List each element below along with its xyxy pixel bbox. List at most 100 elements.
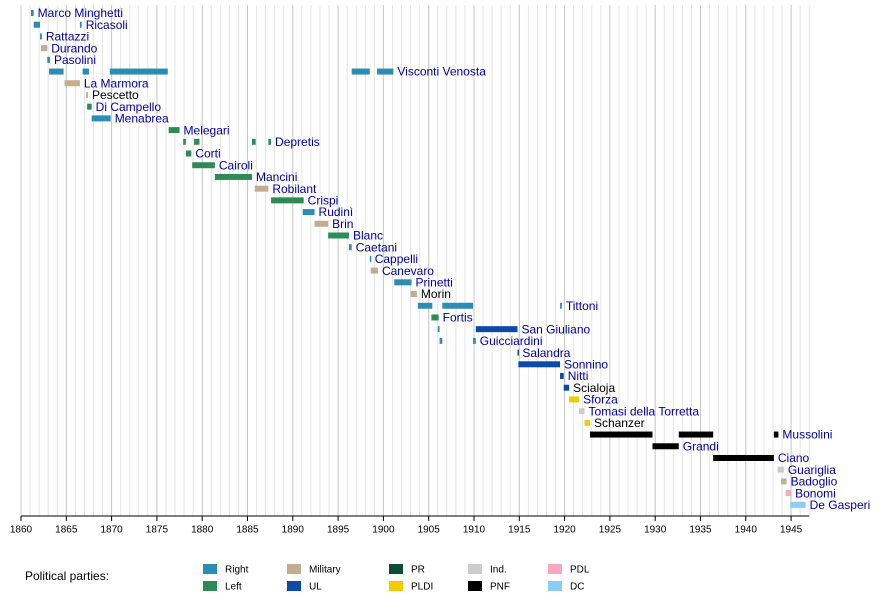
minister-label: Cappelli bbox=[375, 252, 418, 266]
term-bar bbox=[47, 56, 50, 63]
term-bar bbox=[214, 173, 253, 180]
term-bar bbox=[417, 302, 433, 309]
minister-label: Rattazzi bbox=[46, 30, 89, 44]
legend-swatch bbox=[389, 581, 403, 591]
term-bar bbox=[777, 466, 784, 473]
term-bar bbox=[589, 431, 653, 438]
minister-label: Brin bbox=[332, 217, 353, 231]
minister-label: Guariglia bbox=[788, 463, 836, 477]
term-bar bbox=[268, 138, 272, 145]
term-bar bbox=[560, 302, 562, 309]
term-bar bbox=[185, 150, 192, 157]
x-tick-label: 1915 bbox=[508, 525, 531, 536]
term-bar bbox=[377, 68, 394, 75]
term-bar bbox=[79, 21, 82, 28]
x-tick-label: 1920 bbox=[553, 525, 576, 536]
legend-label: PR bbox=[411, 565, 425, 576]
term-bar bbox=[431, 314, 439, 321]
term-bar bbox=[442, 302, 474, 309]
x-tick-label: 1930 bbox=[644, 525, 667, 536]
term-bar bbox=[192, 162, 215, 169]
legend-swatch bbox=[389, 564, 403, 574]
term-bar bbox=[781, 478, 787, 485]
minister-label: Di Campello bbox=[96, 100, 162, 114]
term-bar bbox=[439, 337, 443, 344]
term-bar bbox=[30, 10, 34, 16]
term-bar bbox=[194, 138, 200, 145]
term-bar bbox=[302, 209, 315, 216]
minister-label: Bonomi bbox=[795, 486, 836, 500]
minister-label: Ricasoli bbox=[86, 18, 128, 32]
legend-swatch bbox=[468, 581, 482, 591]
term-bar bbox=[271, 197, 304, 204]
minister-label: Salandra bbox=[522, 346, 570, 360]
x-tick-label: 1885 bbox=[236, 525, 259, 536]
legend-label: Left bbox=[225, 582, 242, 593]
minister-label: Blanc bbox=[353, 229, 383, 243]
legend-label: DC bbox=[570, 582, 584, 593]
term-bar bbox=[64, 80, 80, 87]
term-bar bbox=[252, 138, 256, 145]
legend-label: UL bbox=[309, 582, 322, 593]
term-bar bbox=[475, 326, 518, 333]
term-bar bbox=[560, 373, 564, 380]
term-bar bbox=[569, 396, 580, 403]
minister-label: Prinetti bbox=[415, 276, 452, 290]
term-bar bbox=[91, 115, 111, 122]
minister-label: Tittoni bbox=[566, 299, 598, 313]
term-bar bbox=[33, 21, 41, 28]
x-tick-label: 1865 bbox=[55, 525, 78, 536]
term-bar bbox=[652, 443, 679, 450]
x-tick-label: 1900 bbox=[372, 525, 395, 536]
x-tick-label: 1890 bbox=[282, 525, 305, 536]
term-bar bbox=[168, 127, 180, 134]
x-tick-label: 1910 bbox=[463, 525, 486, 536]
legend-swatch bbox=[287, 564, 301, 574]
minister-label: Scialoja bbox=[573, 381, 615, 395]
term-bar bbox=[437, 326, 440, 333]
minister-label: Canevaro bbox=[382, 264, 434, 278]
minister-label: Pescetto bbox=[92, 88, 139, 102]
term-bar bbox=[370, 267, 378, 274]
term-bar bbox=[351, 68, 370, 75]
minister-label: Caetani bbox=[356, 240, 397, 254]
term-bar bbox=[579, 408, 585, 415]
minister-label: Visconti Venosta bbox=[397, 65, 486, 79]
term-bar bbox=[183, 138, 186, 145]
legend-swatch bbox=[548, 564, 562, 574]
term-bar bbox=[713, 454, 774, 461]
x-tick-label: 1925 bbox=[599, 525, 622, 536]
legend-swatch bbox=[203, 581, 217, 591]
term-bar bbox=[254, 185, 269, 192]
minister-label: Grandi bbox=[683, 439, 719, 453]
minister-label: Schanzer bbox=[594, 416, 645, 430]
minister-label: Corti bbox=[195, 147, 220, 161]
term-bar bbox=[328, 232, 349, 239]
x-tick-label: 1935 bbox=[689, 525, 712, 536]
minister-label: Mancini bbox=[256, 170, 297, 184]
term-bar bbox=[790, 501, 806, 508]
term-bar bbox=[584, 419, 590, 426]
minister-label: Menabrea bbox=[115, 112, 169, 126]
minister-label: Robilant bbox=[272, 182, 317, 196]
minister-label: Morin bbox=[421, 287, 451, 301]
term-bar bbox=[369, 255, 372, 262]
legend-swatch bbox=[468, 564, 482, 574]
term-bar bbox=[563, 384, 570, 391]
x-tick-label: 1940 bbox=[735, 525, 758, 536]
term-bar bbox=[410, 291, 417, 298]
x-tick-label: 1905 bbox=[418, 525, 441, 536]
term-bar bbox=[109, 68, 168, 75]
legend-label: Right bbox=[225, 565, 249, 576]
term-bar bbox=[518, 361, 561, 368]
legend-label: PLDI bbox=[411, 582, 433, 593]
term-bar bbox=[678, 431, 714, 438]
term-bar bbox=[473, 337, 476, 344]
term-bar bbox=[40, 45, 48, 52]
legend-swatch bbox=[548, 581, 562, 591]
minister-label: Crispi bbox=[308, 194, 339, 208]
x-tick-label: 1895 bbox=[327, 525, 350, 536]
term-bar bbox=[785, 490, 792, 497]
minister-label: Sforza bbox=[583, 393, 618, 407]
